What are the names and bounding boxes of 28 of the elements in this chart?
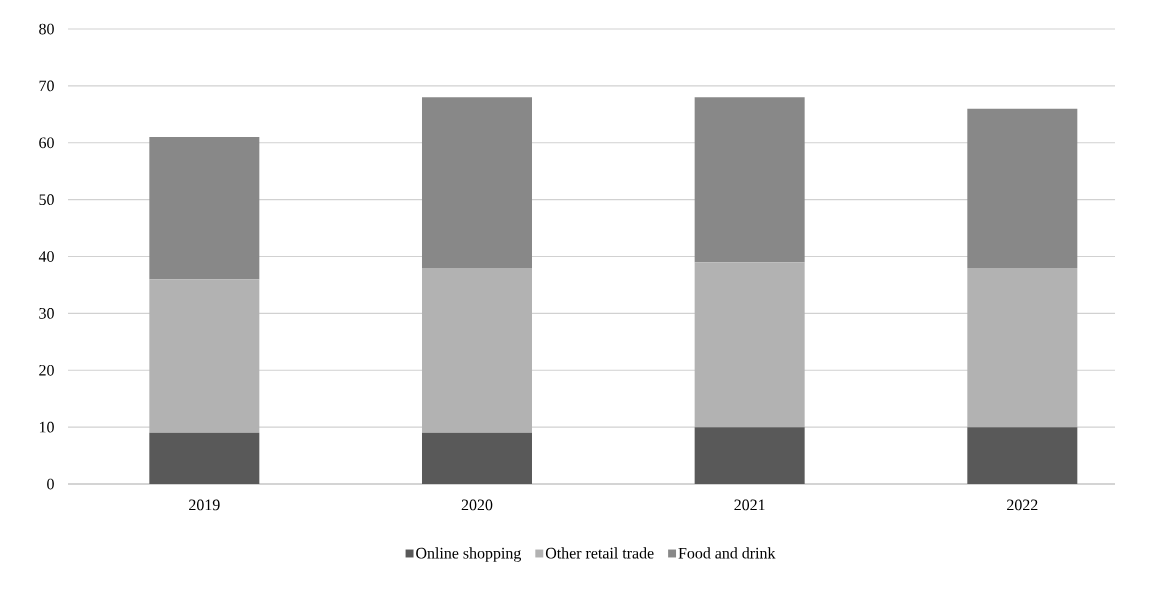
y-tick-label: 60 — [39, 137, 54, 149]
y-tick-label: 30 — [39, 308, 54, 319]
y-tick-label: 10 — [39, 421, 54, 433]
legend-label: Online shopping — [416, 547, 522, 562]
x-tick-label: 2022 — [1007, 499, 1038, 511]
bar — [149, 137, 260, 280]
x-tick-label: 2021 — [734, 499, 765, 511]
legend-label: Food and drink — [678, 547, 776, 559]
bar — [421, 97, 532, 268]
bar — [149, 432, 260, 484]
x-tick-label: 2019 — [189, 499, 220, 511]
legend-label: Other retail trade — [545, 547, 654, 559]
x-tick-label: 2020 — [461, 499, 493, 511]
bar — [967, 267, 1078, 428]
y-tick-label: 0 — [47, 478, 54, 490]
y-tick-label: 40 — [38, 251, 54, 262]
y-tick-label: 80 — [39, 23, 54, 35]
bar — [694, 262, 805, 428]
y-tick-label: 20 — [39, 364, 54, 376]
bar — [967, 108, 1078, 268]
y-tick-label: 50 — [39, 194, 54, 205]
bar — [421, 267, 532, 433]
bar — [421, 432, 532, 484]
bar — [149, 279, 260, 433]
bar — [694, 97, 805, 263]
bar — [694, 427, 805, 484]
y-tick-label: 70 — [39, 80, 54, 92]
bar — [967, 427, 1078, 484]
